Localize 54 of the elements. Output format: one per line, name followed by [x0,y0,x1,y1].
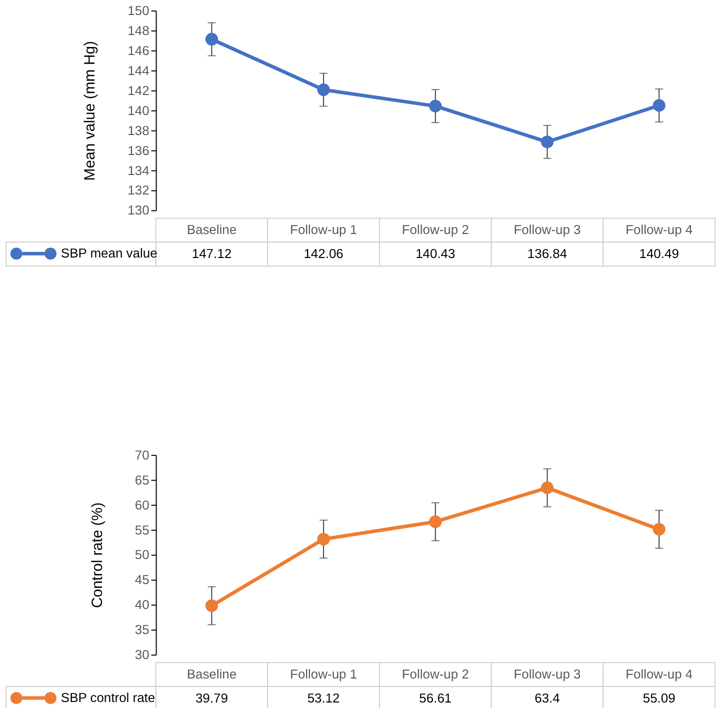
y-tick-label: 35 [134,622,150,638]
data-label: 136.84 [527,246,568,262]
y-tick-label: 138 [128,122,150,138]
y-tick-label: 65 [134,472,150,488]
data-label: 140.43 [416,246,456,262]
y-axis-title: Control rate (%) [88,502,106,608]
y-tick-label: 140 [128,102,150,118]
y-tick-label: 40 [134,597,150,612]
point [429,100,442,112]
point [652,99,666,112]
x-tick-label: Follow-up 3 [514,666,581,682]
x-tick-label: Baseline [186,222,237,238]
data-label: 39.79 [195,690,228,706]
y-tick-label: 132 [128,182,150,198]
point [540,482,554,494]
point [540,136,554,148]
y-tick-label: 50 [134,547,150,562]
y-tick-label: 146 [128,42,150,58]
x-tick-label: Follow-up 1 [290,222,358,238]
point [317,532,330,546]
legend-label: SBP mean value [60,246,158,261]
point [205,32,218,46]
legend-label: SBP control rate [60,690,156,706]
y-tick-label: 45 [134,572,150,588]
data-label: 56.61 [419,690,452,706]
data-label: 142.06 [304,246,344,262]
data-label: 147.12 [192,246,232,262]
y-tick-label: 136 [128,142,150,158]
point [317,83,330,96]
data-label: 55.09 [642,690,676,706]
y-tick-label: 55 [134,522,150,538]
point [205,599,218,612]
y-tick-label: 70 [134,447,150,462]
data-label: 53.12 [307,690,340,706]
y-tick-label: 134 [128,162,150,178]
y-tick-label: 142 [128,82,150,98]
point [652,523,666,536]
y-tick-label: 150 [128,2,150,18]
data-label: 140.49 [639,246,679,262]
x-tick-label: Follow-up 1 [290,666,358,682]
y-tick-label: 144 [128,62,150,78]
point [429,515,442,528]
y-tick-label: 30 [134,647,150,662]
x-tick-label: Follow-up 3 [514,222,581,238]
x-tick-label: Follow-up 4 [626,666,693,682]
x-tick-label: Baseline [186,666,237,682]
data-label: 63.4 [534,690,560,706]
y-axis-title: Mean value (mm Hg) [82,40,99,181]
y-tick-label: 148 [128,22,150,38]
x-tick-label: Follow-up 2 [402,222,469,238]
y-tick-label: 60 [134,497,150,512]
x-tick-label: Follow-up 4 [626,222,693,238]
y-tick-label: 130 [128,202,150,218]
x-tick-label: Follow-up 2 [402,666,469,682]
